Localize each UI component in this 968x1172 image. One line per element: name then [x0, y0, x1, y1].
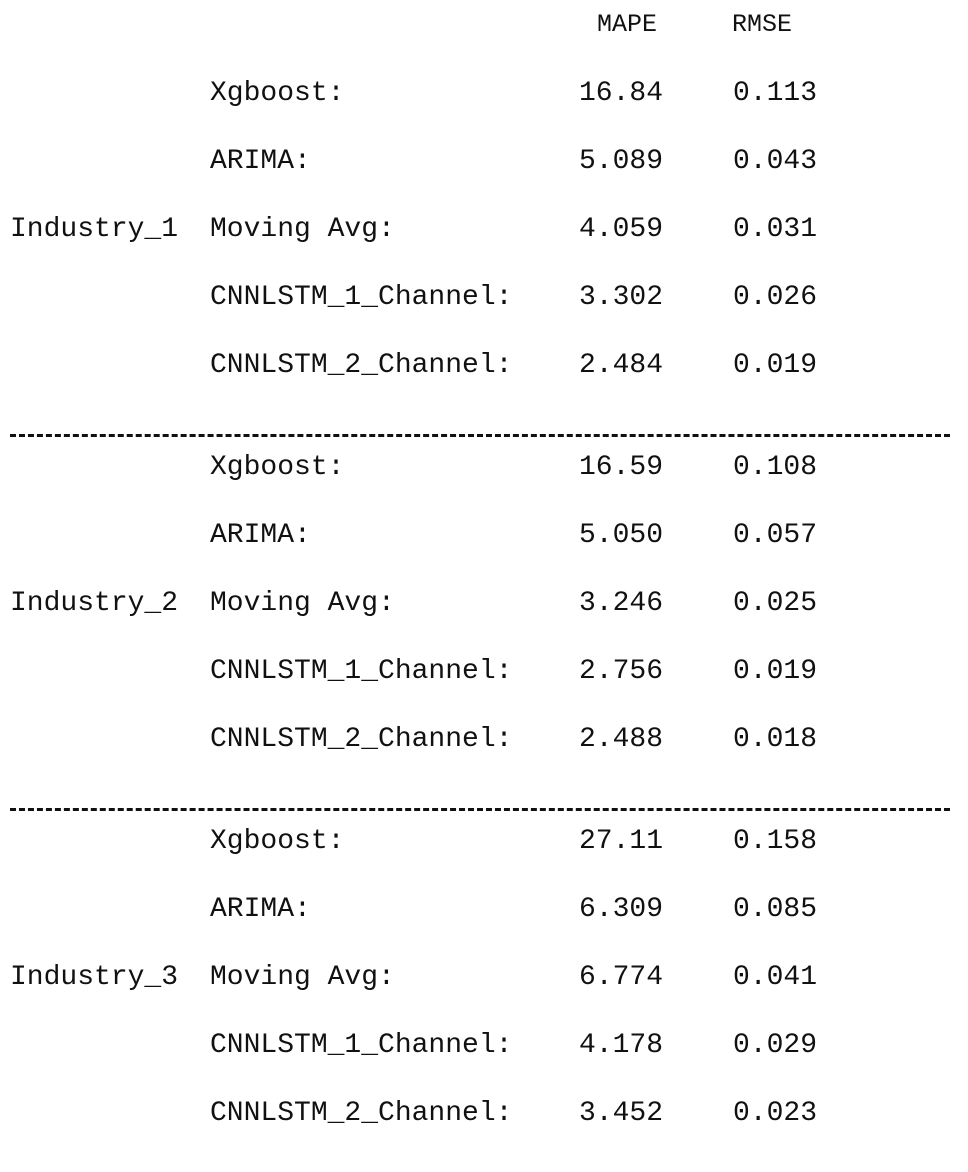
- mape-value: 4.059: [578, 214, 663, 245]
- model-name: CNNLSTM_1_Channel:: [210, 282, 513, 313]
- model-name: Moving Avg:: [210, 588, 395, 619]
- table-row: CNNLSTM_2_Channel: 2.488 0.018: [0, 720, 968, 760]
- rmse-value: 0.113: [733, 78, 818, 109]
- table-header: MAPE RMSE: [0, 10, 968, 42]
- table-row: ARIMA: 5.050 0.057: [0, 516, 968, 556]
- rmse-value: 0.026: [733, 282, 818, 313]
- model-name: ARIMA:: [210, 520, 311, 551]
- rmse-value: 0.108: [733, 452, 818, 483]
- table-row: Industry_2 Moving Avg: 3.246 0.025: [0, 584, 968, 624]
- rmse-value: 0.023: [733, 1098, 818, 1129]
- model-name: CNNLSTM_2_Channel:: [210, 1098, 513, 1129]
- rmse-value: 0.019: [733, 656, 818, 687]
- table-row: Industry_1 Moving Avg: 4.059 0.031: [0, 210, 968, 250]
- model-name: Moving Avg:: [210, 962, 395, 993]
- model-name: CNNLSTM_2_Channel:: [210, 350, 513, 381]
- rmse-value: 0.031: [733, 214, 818, 245]
- model-name: Xgboost:: [210, 826, 345, 857]
- mape-value: 16.84: [578, 78, 663, 109]
- table-row: ARIMA: 6.309 0.085: [0, 890, 968, 930]
- table-row: CNNLSTM_2_Channel: 2.484 0.019: [0, 346, 968, 386]
- rmse-value: 0.025: [733, 588, 818, 619]
- table-row: CNNLSTM_1_Channel: 2.756 0.019: [0, 652, 968, 692]
- mape-value: 3.246: [578, 588, 663, 619]
- rmse-value: 0.085: [733, 894, 818, 925]
- table-row: CNNLSTM_1_Channel: 3.302 0.026: [0, 278, 968, 318]
- table-row: Xgboost: 27.11 0.158: [0, 822, 968, 862]
- mape-value: 4.178: [578, 1030, 663, 1061]
- mape-value: 6.774: [578, 962, 663, 993]
- mape-value: 6.309: [578, 894, 663, 925]
- model-name: CNNLSTM_1_Channel:: [210, 1030, 513, 1061]
- industry-label: Industry_2: [10, 588, 179, 619]
- mape-value: 2.756: [578, 656, 663, 687]
- table-row: Xgboost: 16.84 0.113: [0, 74, 968, 114]
- rmse-value: 0.041: [733, 962, 818, 993]
- header-mape: MAPE: [597, 10, 658, 39]
- section-divider: [10, 434, 950, 437]
- model-name: ARIMA:: [210, 894, 311, 925]
- model-name: CNNLSTM_1_Channel:: [210, 656, 513, 687]
- rmse-value: 0.029: [733, 1030, 818, 1061]
- mape-value: 2.484: [578, 350, 663, 381]
- mape-value: 27.11: [578, 826, 663, 857]
- mape-value: 5.089: [578, 146, 663, 177]
- mape-value: 2.488: [578, 724, 663, 755]
- rmse-value: 0.057: [733, 520, 818, 551]
- mape-value: 16.59: [578, 452, 663, 483]
- table-row: ARIMA: 5.089 0.043: [0, 142, 968, 182]
- section-divider: [10, 808, 950, 811]
- rmse-value: 0.043: [733, 146, 818, 177]
- header-rmse: RMSE: [732, 10, 793, 39]
- model-name: Xgboost:: [210, 452, 345, 483]
- model-name: Xgboost:: [210, 78, 345, 109]
- mape-value: 5.050: [578, 520, 663, 551]
- table-row: Industry_3 Moving Avg: 6.774 0.041: [0, 958, 968, 998]
- model-name: Moving Avg:: [210, 214, 395, 245]
- table-row: Xgboost: 16.59 0.108: [0, 448, 968, 488]
- industry-label: Industry_1: [10, 214, 179, 245]
- model-name: CNNLSTM_2_Channel:: [210, 724, 513, 755]
- table-row: CNNLSTM_1_Channel: 4.178 0.029: [0, 1026, 968, 1066]
- table-row: CNNLSTM_2_Channel: 3.452 0.023: [0, 1094, 968, 1134]
- model-name: ARIMA:: [210, 146, 311, 177]
- rmse-value: 0.158: [733, 826, 818, 857]
- mape-value: 3.452: [578, 1098, 663, 1129]
- rmse-value: 0.018: [733, 724, 818, 755]
- rmse-value: 0.019: [733, 350, 818, 381]
- mape-value: 3.302: [578, 282, 663, 313]
- industry-label: Industry_3: [10, 962, 179, 993]
